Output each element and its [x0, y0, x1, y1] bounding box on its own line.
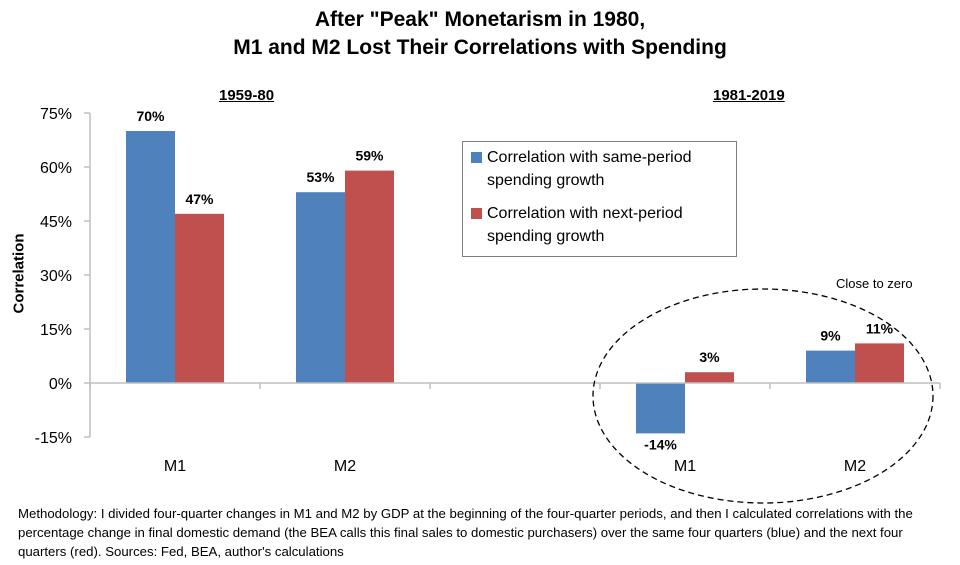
- data-label: 3%: [699, 349, 720, 365]
- chart-title-line1: After "Peak" Monetarism in 1980,: [314, 8, 646, 31]
- bar-next-period: [855, 343, 904, 383]
- annotation-close-to-zero: Close to zero: [836, 276, 913, 291]
- legend-label-same-period: Correlation with same-period spending gr…: [487, 149, 692, 189]
- y-tick-label: 60%: [40, 160, 72, 177]
- methodology-footnote: Methodology: I divided four-quarter chan…: [18, 506, 913, 559]
- x-category-label: M2: [844, 458, 866, 475]
- bar-next-period: [175, 213, 224, 383]
- legend-item-next-period: Correlation with next-period spending gr…: [471, 202, 730, 248]
- legend: Correlation with same-period spending gr…: [462, 141, 737, 257]
- close-to-zero-ellipse: [592, 288, 934, 504]
- chart-title: After "Peak" Monetarism in 1980, M1 and …: [0, 6, 960, 62]
- legend-item-same-period: Correlation with same-period spending gr…: [471, 146, 730, 192]
- y-tick-label: 30%: [40, 268, 72, 285]
- x-category-label: M1: [674, 458, 696, 475]
- y-tick-label: 15%: [40, 322, 72, 339]
- data-label: 59%: [355, 148, 384, 164]
- x-category-label: M1: [164, 458, 186, 475]
- y-tick-label: -15%: [35, 430, 72, 447]
- data-label: 9%: [820, 328, 841, 344]
- data-label: 70%: [136, 108, 165, 124]
- y-tick-label: 0%: [49, 376, 72, 393]
- bar-same-period: [806, 350, 855, 383]
- data-label: 53%: [306, 169, 335, 185]
- period-label-1959-80: 1959-80: [219, 87, 275, 104]
- y-tick-label: 75%: [40, 106, 72, 123]
- legend-swatch-blue-icon: [471, 152, 482, 163]
- x-category-label: M2: [334, 458, 356, 475]
- legend-label-next-period: Correlation with next-period spending gr…: [487, 205, 683, 245]
- y-tick-label: 45%: [40, 214, 72, 231]
- bar-same-period: [126, 131, 175, 383]
- data-label: -14%: [644, 436, 677, 452]
- period-label-1981-2019: 1981-2019: [713, 87, 785, 104]
- data-label: 11%: [866, 320, 894, 336]
- bar-next-period: [345, 170, 394, 383]
- chart-title-line2: M1 and M2 Lost Their Correlations with S…: [233, 36, 727, 59]
- legend-swatch-red-icon: [471, 208, 482, 219]
- bar-same-period: [636, 383, 685, 434]
- bar-same-period: [296, 192, 345, 383]
- data-label: 47%: [185, 191, 214, 207]
- bar-next-period: [685, 372, 734, 383]
